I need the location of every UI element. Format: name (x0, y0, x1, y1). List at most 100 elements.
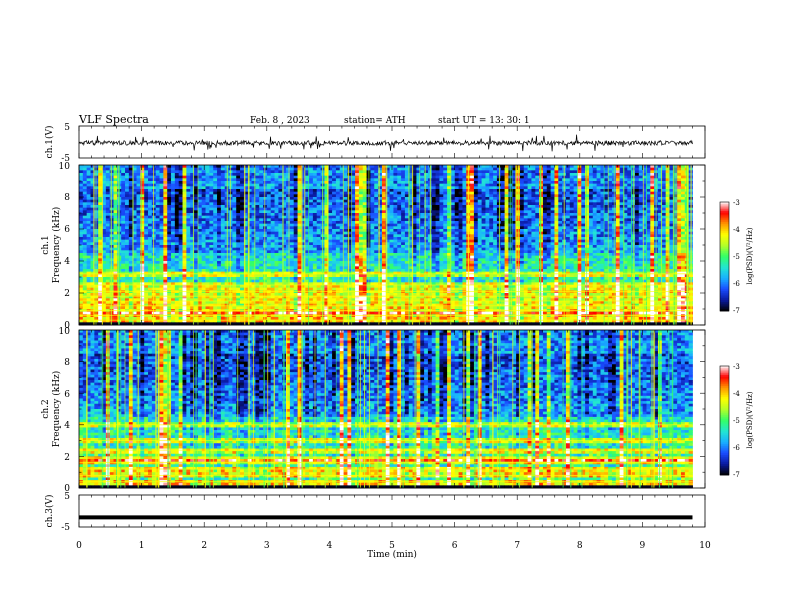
spectrogram-cell (209, 348, 214, 352)
spectrogram-cell (335, 343, 341, 347)
spectrogram-cell (454, 337, 459, 341)
spectrogram-cell (366, 380, 371, 384)
spectrogram-cell (347, 348, 352, 352)
spectrogram-cell (320, 385, 325, 389)
spectrogram-cell (167, 393, 172, 397)
spectrogram-cell (393, 366, 398, 370)
spectrogram-cell (174, 401, 180, 405)
spectrogram-cell (565, 340, 571, 344)
spectrogram-cell (213, 372, 218, 376)
spectrogram-cell (654, 390, 659, 394)
spectrogram-cell (132, 330, 137, 334)
spectrogram-cell (309, 377, 314, 381)
spectrogram-cell (167, 345, 172, 349)
spectrogram-cell (301, 340, 306, 344)
spectrogram-cell (343, 374, 348, 378)
spectrogram-cell (404, 340, 410, 344)
spectrogram-cell (516, 351, 521, 355)
spectrogram-cell (293, 358, 298, 362)
spectrogram-cell (102, 361, 107, 365)
spectrogram-cell (443, 330, 448, 334)
spectrogram-cell (366, 387, 371, 391)
spectrogram-cell (634, 369, 640, 373)
spectrogram-cell (289, 335, 295, 339)
spectrogram-cell (213, 377, 218, 381)
spectrogram-cell (228, 356, 233, 360)
spectrogram-cell (151, 382, 157, 386)
spectrogram-cell (90, 372, 95, 376)
spectrogram-cell (504, 330, 509, 334)
spectrogram-cell (627, 348, 632, 352)
spectrogram-cell (631, 343, 636, 347)
spectrogram-cell (504, 377, 509, 381)
spectrogram-cell (140, 387, 145, 391)
spectrogram-cell (546, 340, 552, 344)
spectrogram-cell (266, 372, 272, 376)
spectrogram-cell (435, 361, 440, 365)
spectrogram-cell (159, 356, 164, 360)
spectrogram-cell (270, 385, 275, 389)
spectrogram-cell (159, 348, 164, 352)
spectrogram-cell (454, 348, 459, 352)
spectrogram-cell (508, 335, 513, 339)
spectrogram-cell (263, 351, 268, 355)
spectrogram-cell (220, 340, 226, 344)
spectrogram-cell (293, 374, 298, 378)
spectrogram-cell (385, 387, 390, 391)
spectrogram-cell (378, 351, 383, 355)
spectrogram-cell (316, 369, 321, 373)
spectrogram-cell (470, 369, 475, 373)
spectrogram-cell (378, 387, 383, 391)
spectrogram-cell (109, 366, 114, 370)
spectrogram-cell (171, 332, 176, 336)
spectrogram-cell (684, 364, 690, 368)
spectrogram-cell (431, 364, 436, 368)
spectrogram-cell (385, 330, 390, 334)
spectrogram-cell (427, 332, 433, 336)
spectrogram-cell (654, 380, 659, 384)
spectrogram-cell (328, 332, 333, 336)
spectrogram-cell (270, 330, 275, 334)
spectrogram-cell (669, 366, 674, 370)
spectrogram-cell (213, 332, 218, 336)
spectrogram-cell (627, 330, 632, 334)
spectrogram-cell (642, 369, 647, 373)
spectrogram-cell (688, 393, 693, 397)
spectrogram-cell (489, 337, 494, 341)
spectrogram-cell (270, 382, 275, 386)
spectrogram-cell (328, 377, 333, 381)
spectrogram-cell (128, 361, 134, 365)
spectrogram-cell (504, 361, 509, 365)
spectrogram-cell (424, 372, 429, 376)
spectrogram-cell (144, 409, 149, 413)
spectrogram-cell (588, 406, 594, 410)
spectrogram-cell (431, 351, 436, 355)
spectrogram-cell (125, 387, 130, 391)
spectrogram-cell (351, 385, 356, 389)
spectrogram-cell (197, 353, 203, 357)
spectrogram-cell (554, 374, 559, 378)
spectrogram-cell (243, 403, 249, 407)
spectrogram-cell (197, 372, 203, 376)
spectrogram-cell (393, 364, 398, 368)
spectrogram-cell (496, 372, 502, 376)
spectrogram-cell (450, 377, 456, 381)
spectrogram-cell (416, 351, 421, 355)
spectrogram-cell (117, 356, 122, 360)
spectrogram-cell (462, 358, 467, 362)
spectrogram-cell (569, 343, 575, 347)
spectrogram-cell (270, 345, 275, 349)
spectrogram-cell (512, 395, 517, 399)
spectrogram-cell (224, 380, 229, 384)
spectrogram-cell (661, 398, 667, 402)
spectrogram-cell (481, 387, 486, 391)
spectrogram-cell (493, 335, 498, 339)
spectrogram-cell (588, 364, 594, 368)
spectrogram-cell (581, 343, 586, 347)
spectrogram-cell (232, 406, 237, 410)
spectrogram-cell (527, 337, 532, 341)
spectrogram-cell (535, 390, 540, 394)
spectrogram-cell (278, 343, 283, 347)
spectrogram-cell (519, 364, 525, 368)
spectrogram-cell (240, 361, 245, 365)
